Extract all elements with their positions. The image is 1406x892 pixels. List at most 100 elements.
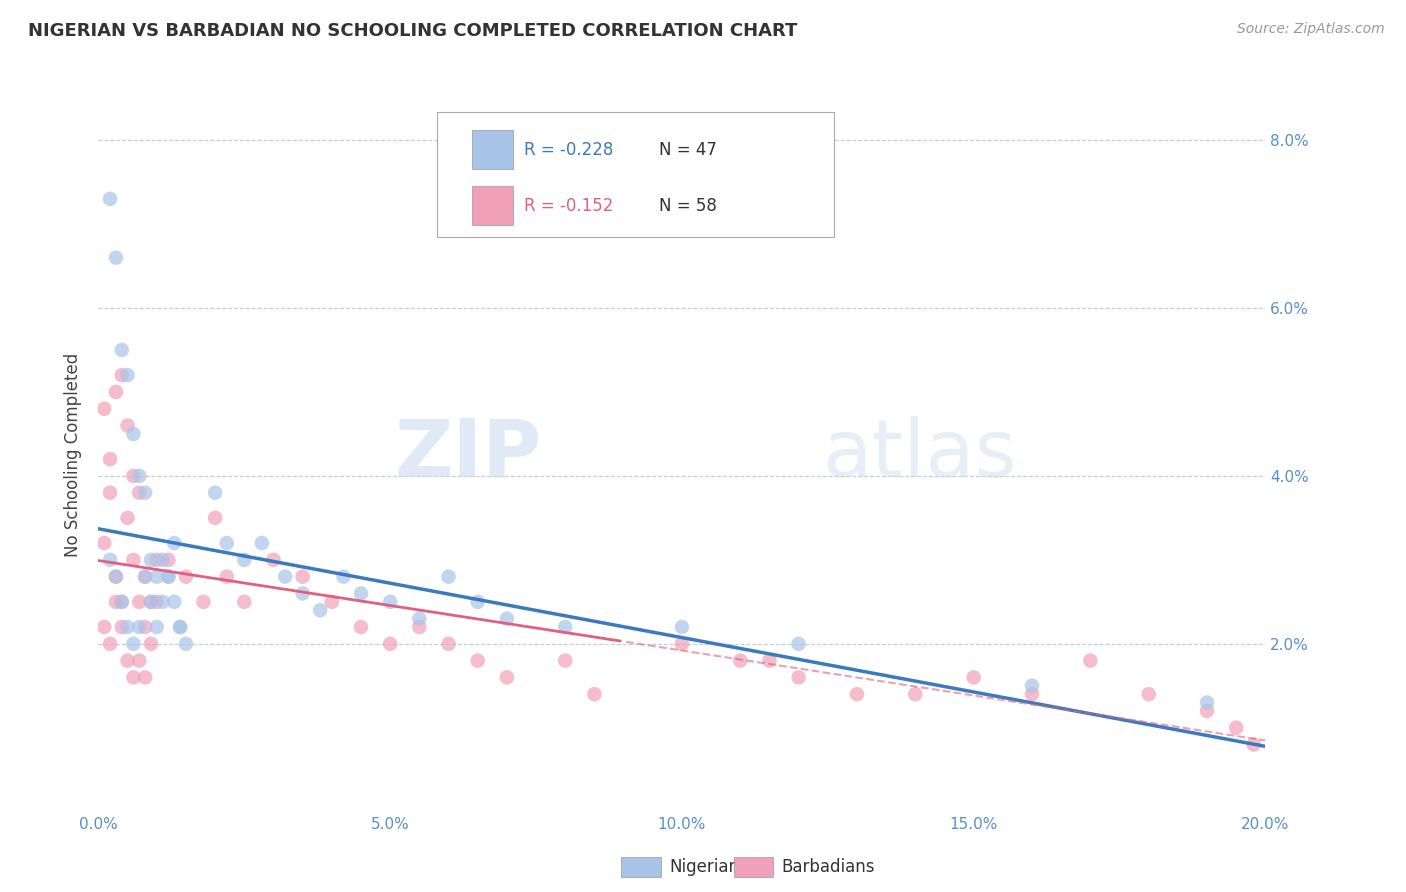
- Point: [233, 595, 256, 609]
- Point: [1021, 687, 1043, 701]
- Point: [378, 595, 402, 609]
- Point: [117, 418, 139, 433]
- Point: [128, 469, 150, 483]
- Text: N = 58: N = 58: [658, 196, 717, 214]
- Point: [174, 569, 197, 583]
- Point: [104, 384, 127, 399]
- Point: [671, 620, 693, 634]
- Point: [128, 595, 150, 609]
- Point: [122, 469, 145, 483]
- Point: [408, 620, 430, 634]
- FancyBboxPatch shape: [437, 112, 834, 237]
- Point: [163, 536, 186, 550]
- Point: [117, 620, 139, 634]
- Point: [134, 485, 156, 500]
- Point: [350, 620, 373, 634]
- Point: [98, 452, 121, 467]
- Point: [122, 426, 145, 441]
- Point: [554, 620, 576, 634]
- Point: [93, 536, 115, 550]
- Point: [128, 485, 150, 500]
- Point: [495, 670, 517, 684]
- Point: [98, 553, 121, 567]
- Point: [787, 670, 810, 684]
- Point: [309, 603, 332, 617]
- Point: [104, 595, 127, 609]
- Point: [1225, 721, 1247, 735]
- Y-axis label: No Schooling Completed: No Schooling Completed: [65, 353, 83, 557]
- Point: [93, 620, 115, 634]
- Point: [117, 511, 139, 525]
- Point: [1243, 738, 1265, 752]
- Text: R = -0.152: R = -0.152: [524, 196, 614, 214]
- Point: [904, 687, 927, 701]
- Text: Barbadians: Barbadians: [782, 858, 876, 876]
- Point: [408, 612, 430, 626]
- Point: [111, 595, 134, 609]
- Point: [111, 343, 134, 357]
- Point: [152, 595, 174, 609]
- Point: [117, 654, 139, 668]
- Point: [111, 620, 134, 634]
- Point: [291, 586, 314, 600]
- Point: [128, 654, 150, 668]
- Point: [233, 553, 256, 567]
- Point: [215, 569, 238, 583]
- Point: [193, 595, 215, 609]
- Point: [671, 637, 693, 651]
- Point: [163, 595, 186, 609]
- Point: [157, 569, 180, 583]
- Point: [174, 637, 197, 651]
- Point: [378, 637, 402, 651]
- Point: [204, 511, 226, 525]
- Point: [139, 553, 162, 567]
- Point: [728, 654, 751, 668]
- Point: [495, 612, 517, 626]
- FancyBboxPatch shape: [472, 130, 513, 169]
- Point: [93, 401, 115, 416]
- Point: [1195, 704, 1218, 718]
- Point: [250, 536, 273, 550]
- Point: [134, 670, 156, 684]
- Point: [845, 687, 868, 701]
- Point: [134, 569, 156, 583]
- Point: [146, 620, 169, 634]
- Point: [204, 485, 226, 500]
- Point: [554, 654, 576, 668]
- Point: [98, 485, 121, 500]
- Point: [139, 637, 162, 651]
- Point: [291, 569, 314, 583]
- Point: [262, 553, 284, 567]
- Point: [122, 637, 145, 651]
- Point: [139, 595, 162, 609]
- Point: [104, 569, 127, 583]
- Point: [152, 553, 174, 567]
- Point: [122, 553, 145, 567]
- Point: [215, 536, 238, 550]
- Point: [962, 670, 984, 684]
- Point: [332, 569, 354, 583]
- Text: NIGERIAN VS BARBADIAN NO SCHOOLING COMPLETED CORRELATION CHART: NIGERIAN VS BARBADIAN NO SCHOOLING COMPL…: [28, 22, 797, 40]
- Point: [437, 569, 460, 583]
- Text: Nigerians: Nigerians: [669, 858, 748, 876]
- Point: [146, 595, 169, 609]
- Point: [758, 654, 780, 668]
- Point: [274, 569, 297, 583]
- Text: atlas: atlas: [823, 416, 1017, 494]
- Point: [139, 595, 162, 609]
- Point: [122, 670, 145, 684]
- Point: [134, 569, 156, 583]
- Point: [1080, 654, 1102, 668]
- Point: [134, 620, 156, 634]
- Point: [1137, 687, 1160, 701]
- Point: [1195, 696, 1218, 710]
- Point: [117, 368, 139, 383]
- Point: [787, 637, 810, 651]
- Text: R = -0.228: R = -0.228: [524, 141, 614, 159]
- Point: [437, 637, 460, 651]
- Point: [157, 553, 180, 567]
- Text: Source: ZipAtlas.com: Source: ZipAtlas.com: [1237, 22, 1385, 37]
- Point: [98, 192, 121, 206]
- Point: [111, 595, 134, 609]
- Point: [169, 620, 191, 634]
